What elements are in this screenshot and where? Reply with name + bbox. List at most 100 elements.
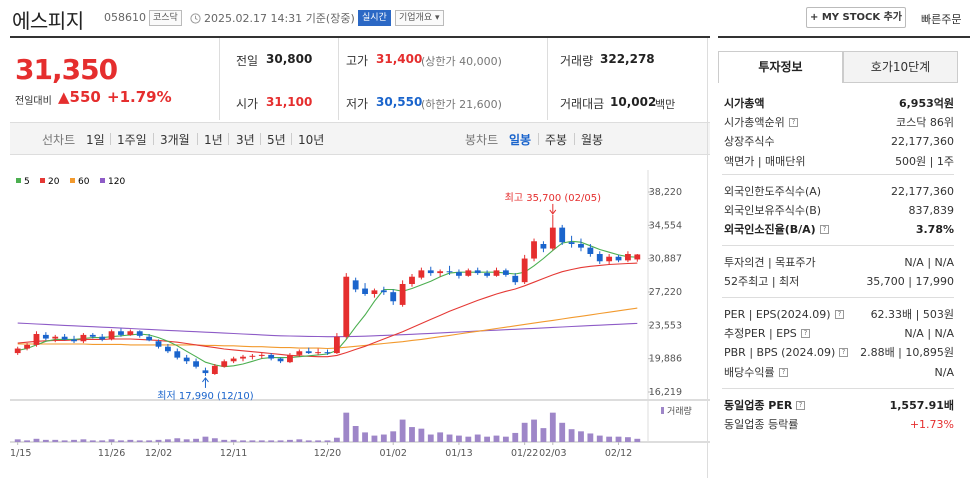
ma120-legend-swatch — [100, 178, 105, 183]
min-price-label: 최저 17,990 (12/10) — [157, 390, 253, 402]
tab-1day[interactable]: 1일 — [86, 133, 105, 147]
help-icon[interactable]: ? — [796, 401, 805, 410]
volume-bar — [296, 439, 303, 442]
ma60-legend-label: 60 — [78, 177, 90, 187]
invest-info-label: 시가총액 — [724, 97, 765, 110]
candle — [127, 329, 134, 336]
candle — [33, 331, 40, 347]
candle-body — [183, 357, 190, 362]
company-overview-dropdown[interactable]: 기업개요 ▾ — [395, 10, 444, 26]
candle — [606, 253, 613, 265]
help-icon[interactable]: ? — [779, 367, 788, 377]
candle-body — [221, 361, 228, 367]
volume-bar — [14, 439, 21, 442]
realtime-badge[interactable]: 실시간 — [358, 10, 391, 26]
candle-body — [493, 270, 500, 276]
clock-icon — [190, 13, 201, 24]
x-tick-label: 01/13 — [445, 448, 472, 459]
candle-body — [333, 336, 340, 354]
x-tick-label: 01/22 — [511, 448, 538, 459]
volume-bar — [493, 435, 500, 442]
invest-info-label: 52주최고 | 최저 — [724, 275, 800, 289]
tab-invest-info[interactable]: 투자정보 — [718, 51, 843, 83]
company-overview-label: 기업개요 — [399, 13, 433, 23]
volume-bar — [33, 438, 40, 442]
tab-1week[interactable]: 1주일 — [117, 133, 147, 147]
volume-bar — [333, 437, 340, 442]
quote-datetime: 2025.02.17 14:31 기준(장중) — [190, 10, 355, 26]
volume-bar — [596, 435, 603, 442]
invest-info-row: 외국인보유주식수(B) 837,839 — [724, 202, 954, 220]
tab-1year[interactable]: 1년 — [204, 133, 223, 147]
volume-bar — [89, 440, 96, 442]
candle — [277, 357, 284, 364]
tab-order-book[interactable]: 호가10단계 — [843, 51, 958, 83]
line-chart-label: 선차트 — [42, 133, 76, 147]
candle-body — [559, 227, 566, 243]
volume-bar — [80, 439, 87, 442]
candle-body — [371, 290, 378, 294]
x-tick-label: 11/15 — [10, 448, 31, 459]
volume-bar — [164, 439, 171, 442]
volume-bar — [540, 428, 547, 442]
volume-bar — [268, 440, 275, 442]
tab-separator — [110, 133, 111, 145]
ma20-line — [17, 262, 638, 358]
candle-body — [362, 288, 368, 294]
section-divider — [722, 245, 954, 246]
candle — [521, 254, 528, 284]
candle-body — [427, 270, 434, 274]
tab-10year[interactable]: 10년 — [298, 133, 325, 147]
x-tick-label: 02/12 — [605, 448, 632, 459]
help-icon[interactable]: ? — [801, 329, 810, 339]
candle-body — [211, 365, 218, 374]
y-tick-label: 34,554 — [649, 220, 682, 231]
candle-chart-label: 봉차트 — [465, 133, 499, 147]
candle-body — [380, 290, 387, 293]
basis-text: 기준(장중) — [305, 12, 355, 25]
low-value: 30,550 — [376, 95, 423, 109]
candle-body — [14, 348, 21, 354]
candle — [596, 251, 603, 264]
tab-3year[interactable]: 3년 — [236, 133, 255, 147]
volume-bar — [287, 439, 293, 442]
candle-body — [606, 256, 613, 262]
volume-bar — [240, 440, 246, 442]
candle — [474, 267, 481, 275]
volume-bar — [249, 440, 256, 442]
add-my-stock-button[interactable]: + MY STOCK 추가 — [806, 7, 906, 28]
invest-info-label: 시가총액순위 — [724, 116, 785, 130]
volume-bar — [305, 440, 312, 442]
help-icon[interactable]: ? — [789, 118, 798, 128]
help-icon[interactable]: ? — [820, 225, 829, 235]
tab-weekly[interactable]: 주봉 — [545, 133, 568, 147]
tab-monthly[interactable]: 월봉 — [581, 133, 604, 147]
section-divider — [722, 174, 954, 175]
candle — [634, 253, 641, 262]
candle — [118, 328, 124, 337]
candle — [578, 238, 584, 252]
candle — [380, 286, 387, 295]
candle-body — [258, 354, 265, 356]
price-chart[interactable]: 5 20 60 120 최고 35,700 (02/05) 최저 17,990 (… — [10, 170, 710, 470]
candle — [240, 354, 246, 362]
tab-daily[interactable]: 일봉 — [509, 133, 532, 147]
tab-5year[interactable]: 5년 — [267, 133, 286, 147]
tab-3month[interactable]: 3개월 — [160, 133, 190, 147]
candle-body — [390, 292, 397, 302]
candle-body — [42, 334, 49, 339]
help-icon[interactable]: ? — [835, 310, 844, 319]
candle-body — [155, 341, 162, 347]
candle-body — [296, 351, 303, 355]
candle — [333, 333, 340, 354]
volume-bar — [42, 439, 49, 442]
help-icon[interactable]: ? — [839, 348, 848, 358]
invest-info-label: 투자의견 | 목표주가 — [724, 256, 816, 269]
invest-info-label: 외국인보유주식수(B) — [724, 204, 822, 218]
invest-info-row: PBR | BPS (2024.09)? 2.88배 | 10,895원 — [724, 344, 954, 362]
invest-info-value: N/A | N/A — [904, 256, 954, 269]
tab-separator — [228, 133, 229, 145]
candle-body — [108, 331, 115, 340]
candle — [52, 334, 59, 343]
quick-order-link[interactable]: 빠른주문 — [921, 13, 962, 26]
